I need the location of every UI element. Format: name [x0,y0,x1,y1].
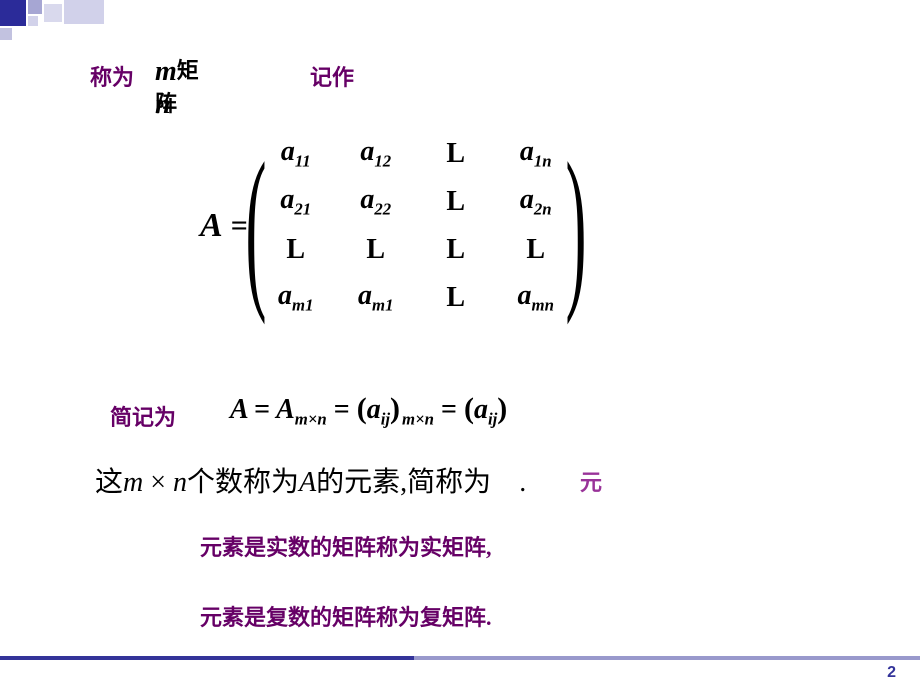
page-number: 2 [887,664,896,682]
matrix-cell: L [256,234,336,266]
deco-square [44,4,62,22]
deco-square [64,0,104,24]
matrix-cell: L [416,186,496,218]
right-paren: ) [565,136,586,316]
label-called: 称为 [90,60,134,92]
deco-square [0,0,26,26]
deco-square [0,28,12,40]
matrix-cell: a11 [256,136,336,172]
matrix-cell: L [496,234,576,266]
deco-square [28,16,38,26]
mxn-text: m矩阵n [155,55,214,121]
matrix-cell: a22 [336,184,416,220]
element-word: 元 [580,465,602,497]
deco-square [28,0,42,14]
matrix-cell: L [416,282,496,314]
label-abbrev: 简记为 [110,400,176,432]
matrix-lhs: A [200,207,223,245]
corner-decoration [0,0,110,50]
complex-matrix-line: 元素是复数的矩阵称为复矩阵. [200,600,492,632]
matrix-grid: a11a12La1na21a22La2nLLLLam1am1Lamn [256,130,576,322]
matrix-cell: L [336,234,416,266]
matrix-cell: amn [496,280,576,316]
matrix-cell: a1n [496,136,576,172]
matrix-cell: am1 [256,280,336,316]
label-denoted: 记作 [310,60,354,92]
matrix-cell: a2n [496,184,576,220]
real-matrix-line: 元素是实数的矩阵称为实矩阵, [200,530,492,562]
left-paren: ( [245,136,266,316]
element-sentence: 这m × n个数称为A的元素,简称为元. [95,460,526,500]
matrix-cell: L [416,138,496,170]
matrix-cell: a12 [336,136,416,172]
footer-underline [0,656,920,660]
matrix-cell: am1 [336,280,416,316]
matrix-equation: A = ( a11a12La1na21a22La2nLLLLam1am1Lamn… [200,130,576,322]
matrix-cell: a21 [256,184,336,220]
matrix-cell: L [416,234,496,266]
short-formula: A = Am×n = (aij)m×n = (aij) [230,392,507,430]
